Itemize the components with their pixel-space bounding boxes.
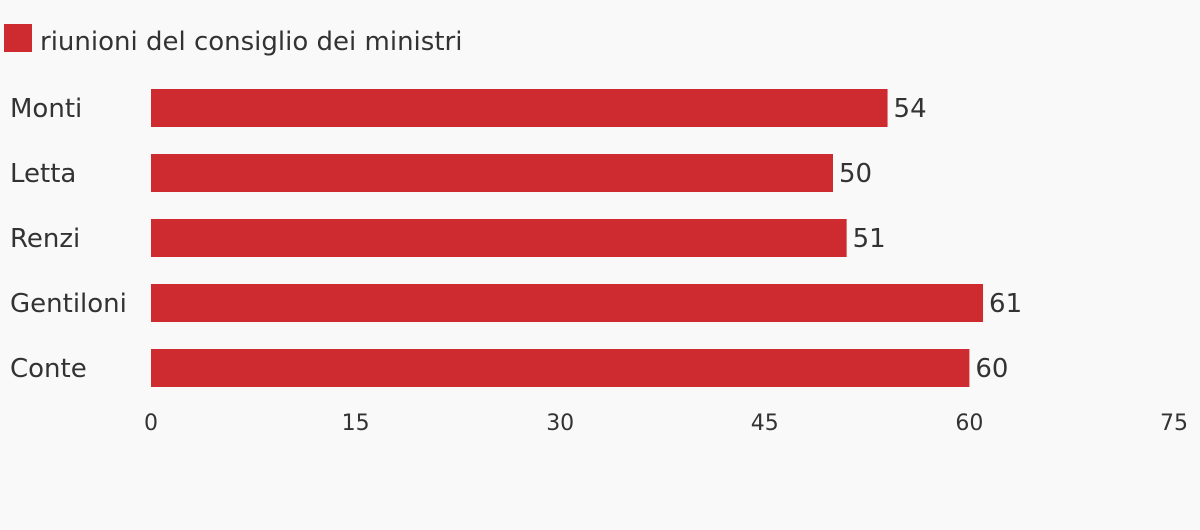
x-tick-label-60: 60 <box>955 411 983 436</box>
value-label-renzi: 51 <box>853 224 886 254</box>
legend-label: riunioni del consiglio dei ministri <box>40 27 462 57</box>
bar-renzi <box>151 219 847 257</box>
category-label-renzi: Renzi <box>10 224 80 254</box>
category-labels: Monti Letta Renzi Gentiloni Conte <box>10 94 127 384</box>
legend-swatch <box>4 24 32 52</box>
category-label-monti: Monti <box>10 94 82 124</box>
bar-gentiloni <box>151 284 984 322</box>
value-labels: 54 50 51 61 60 <box>839 94 1022 384</box>
x-tick-label-45: 45 <box>751 411 779 436</box>
value-label-gentiloni: 61 <box>989 289 1022 319</box>
value-label-monti: 54 <box>894 94 927 124</box>
bar-conte <box>151 349 970 387</box>
category-label-letta: Letta <box>10 159 76 189</box>
category-label-gentiloni: Gentiloni <box>10 289 127 319</box>
x-axis: 0 15 30 45 60 75 <box>144 411 1188 436</box>
x-tick-label-30: 30 <box>546 411 574 436</box>
value-label-letta: 50 <box>839 159 872 189</box>
value-label-conte: 60 <box>975 354 1008 384</box>
x-tick-label-75: 75 <box>1160 411 1188 436</box>
category-label-conte: Conte <box>10 354 87 384</box>
bars-group <box>151 89 984 387</box>
x-tick-label-15: 15 <box>342 411 370 436</box>
x-tick-label-0: 0 <box>144 411 158 436</box>
bar-letta <box>151 154 833 192</box>
bar-monti <box>151 89 888 127</box>
legend: riunioni del consiglio dei ministri <box>4 24 462 57</box>
